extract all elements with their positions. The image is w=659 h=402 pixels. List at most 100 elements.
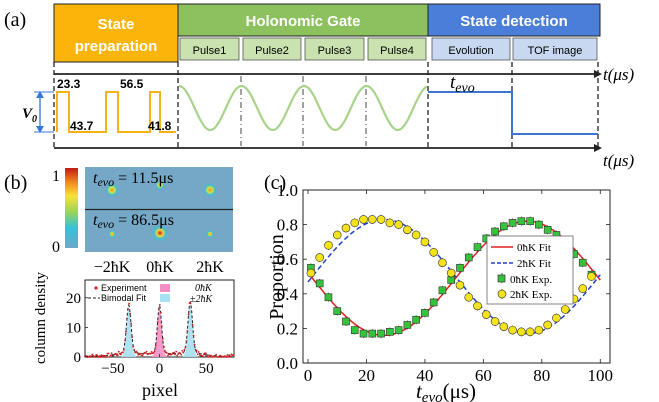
chart-ytick-label: 0.2 xyxy=(277,319,298,338)
prep-value-1: 23.3 xyxy=(57,77,81,91)
experiment-point xyxy=(136,351,139,354)
experiment-point xyxy=(218,356,221,358)
point-2hk xyxy=(359,215,368,224)
experiment-point xyxy=(149,352,152,355)
point-2hk xyxy=(490,317,500,326)
point-2hk xyxy=(394,220,403,229)
colorbar xyxy=(65,168,78,248)
prep-value-4: 41.8 xyxy=(148,119,172,133)
experiment-point xyxy=(107,352,110,355)
point-0hk xyxy=(500,222,508,231)
experiment-point xyxy=(122,351,124,354)
experiment-point xyxy=(167,354,169,357)
experiment-point xyxy=(110,352,113,354)
density-xtick-label: −50 xyxy=(101,361,124,377)
prep-value-2: 43.7 xyxy=(70,119,94,133)
experiment-point xyxy=(205,352,207,355)
legend-fit0-label: 0ħK Fit xyxy=(517,242,551,254)
point-0hk xyxy=(368,329,377,338)
atom-cloud-bottom-center xyxy=(151,224,169,242)
experiment-point xyxy=(155,332,158,335)
density-ytick-label: 20 xyxy=(66,291,81,307)
chart-frame xyxy=(302,189,611,364)
chart-ytick-label: 0.4 xyxy=(277,285,299,304)
point-0hk xyxy=(386,328,394,336)
experiment-point xyxy=(232,354,235,357)
atom-cloud-bottom-right xyxy=(206,230,214,238)
chart-xlabel: tevo(μs) xyxy=(416,379,476,402)
experiment-point xyxy=(171,353,174,355)
chart-ytick-label: 0.0 xyxy=(277,354,298,373)
point-2hk xyxy=(315,253,324,262)
experiment-point xyxy=(120,353,122,356)
experiment-point xyxy=(176,354,179,357)
chart-ytick-label: 1.0 xyxy=(277,181,298,200)
point-2hk xyxy=(332,230,342,240)
fill-plus2-left xyxy=(121,308,137,357)
legend-zero-label: 0ħK xyxy=(195,283,213,294)
point-0hk xyxy=(526,217,534,225)
experiment-point xyxy=(157,308,160,311)
density-ytick-label: 0 xyxy=(74,350,82,366)
experiment-point xyxy=(227,355,230,358)
time-axis-1-label: t(μs) xyxy=(603,65,635,84)
experiment-point xyxy=(101,356,104,358)
atom-cloud-bottom-left xyxy=(108,230,116,238)
experiment-point xyxy=(183,348,186,351)
image-bottom-label: tevo = 86.5μs xyxy=(93,212,174,231)
experiment-point xyxy=(174,353,177,356)
experiment-point xyxy=(163,345,165,348)
experiment-point xyxy=(129,312,132,315)
point-2hk xyxy=(376,215,386,224)
experiment-point xyxy=(131,336,134,339)
image-top-label: tevo = 11.5μs xyxy=(93,170,173,189)
experiment-point xyxy=(191,323,194,326)
experiment-point xyxy=(160,325,163,328)
legend-pm2-marker xyxy=(160,294,170,302)
point-2hk xyxy=(525,327,535,337)
chart-ytick-label: 0.6 xyxy=(277,250,298,269)
point-2hk xyxy=(552,313,561,323)
chart-xtick-label: 80 xyxy=(533,366,550,385)
point-2hk xyxy=(411,230,421,240)
point-2hk xyxy=(464,292,474,302)
point-0hk xyxy=(359,329,368,338)
experiment-point xyxy=(154,344,157,347)
density-plot: Experiment Bimodal Fit 0ħK ±2ħK 0 10 20 −5… xyxy=(33,271,235,400)
pulse-label-3: Pulse3 xyxy=(318,45,352,57)
experiment-point xyxy=(179,352,182,355)
experiment-point xyxy=(126,317,128,320)
experiment-point xyxy=(94,356,97,358)
detection-header xyxy=(427,3,601,37)
pulse-box-2 xyxy=(242,37,302,61)
point-0hk xyxy=(517,217,526,225)
state-prep-header xyxy=(53,3,179,63)
gate-waveform xyxy=(178,84,428,132)
holonomic-header xyxy=(177,3,429,37)
experiment-point xyxy=(215,353,218,356)
legend-experiment-label: Experiment xyxy=(101,283,147,293)
experiment-point xyxy=(192,334,195,337)
experiment-point xyxy=(130,322,133,325)
tevo-label: tevo xyxy=(450,72,475,96)
tof-label: TOF image xyxy=(528,45,583,57)
point-0hk xyxy=(421,309,429,317)
experiment-point xyxy=(133,348,136,351)
experiment-point xyxy=(226,354,229,356)
legend-bimodal-label: Bimodal Fit xyxy=(101,293,147,303)
experiment-point xyxy=(219,354,222,357)
v0-arrow-bottom xyxy=(36,126,44,133)
experiment-point xyxy=(128,302,130,305)
tof-box xyxy=(512,37,598,61)
experiment-point xyxy=(228,354,231,356)
legend-pm2-label: ±2ħK xyxy=(190,294,213,305)
state-prep-title-line1: State xyxy=(98,16,135,33)
pulse-box-4 xyxy=(367,37,427,61)
chart-xtick-label: 0 xyxy=(304,366,313,385)
experiment-point xyxy=(91,353,94,356)
point-0hk xyxy=(578,258,587,267)
point-2hk xyxy=(587,272,596,281)
density-xlabel: pixel xyxy=(142,380,178,400)
experiment-point xyxy=(202,353,205,356)
point-2hk xyxy=(560,305,570,314)
